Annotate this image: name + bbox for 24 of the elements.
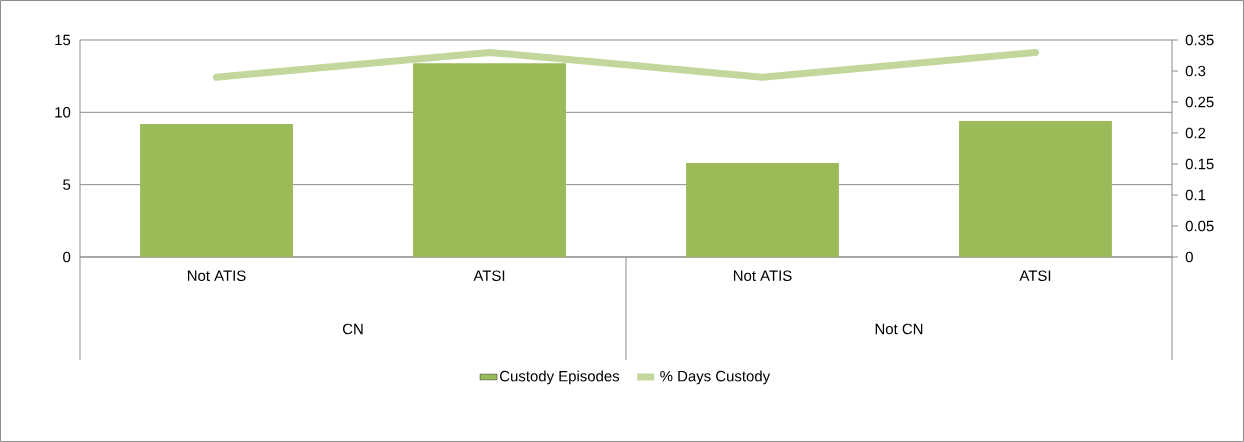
bar xyxy=(686,162,839,257)
y2-tick-label: 0.3 xyxy=(1185,65,1206,77)
text: CN xyxy=(342,323,363,335)
x-tick-label: ATSI xyxy=(1019,270,1051,281)
bar xyxy=(140,123,293,257)
y-tick-label: 5 xyxy=(63,179,71,190)
text: Not CN xyxy=(875,323,923,335)
y-tick-label: 10 xyxy=(55,107,71,118)
x-tick-label: ATSI xyxy=(473,270,505,281)
bar xyxy=(413,63,566,257)
x-tick-label: Not ATIS xyxy=(187,270,246,281)
x-tick-label: Not ATIS xyxy=(733,270,792,281)
y-tick-label: 15 xyxy=(55,34,71,46)
y2-tick-label: 0 xyxy=(1185,251,1193,263)
legend-label: % Days Custody xyxy=(660,370,771,385)
y2-tick-label: 0.05 xyxy=(1185,220,1214,232)
legend-label: Custody Episodes xyxy=(500,370,620,385)
y2-tick-label: 0.35 xyxy=(1185,34,1214,46)
y2-tick-label: 0.25 xyxy=(1185,96,1214,108)
y2-tick-label: 0.1 xyxy=(1185,189,1206,201)
y2-tick-label: 0.15 xyxy=(1185,158,1214,170)
bar xyxy=(959,121,1112,257)
y2-tick-label: 0.2 xyxy=(1185,127,1206,139)
y-tick-label: 0 xyxy=(63,251,71,263)
